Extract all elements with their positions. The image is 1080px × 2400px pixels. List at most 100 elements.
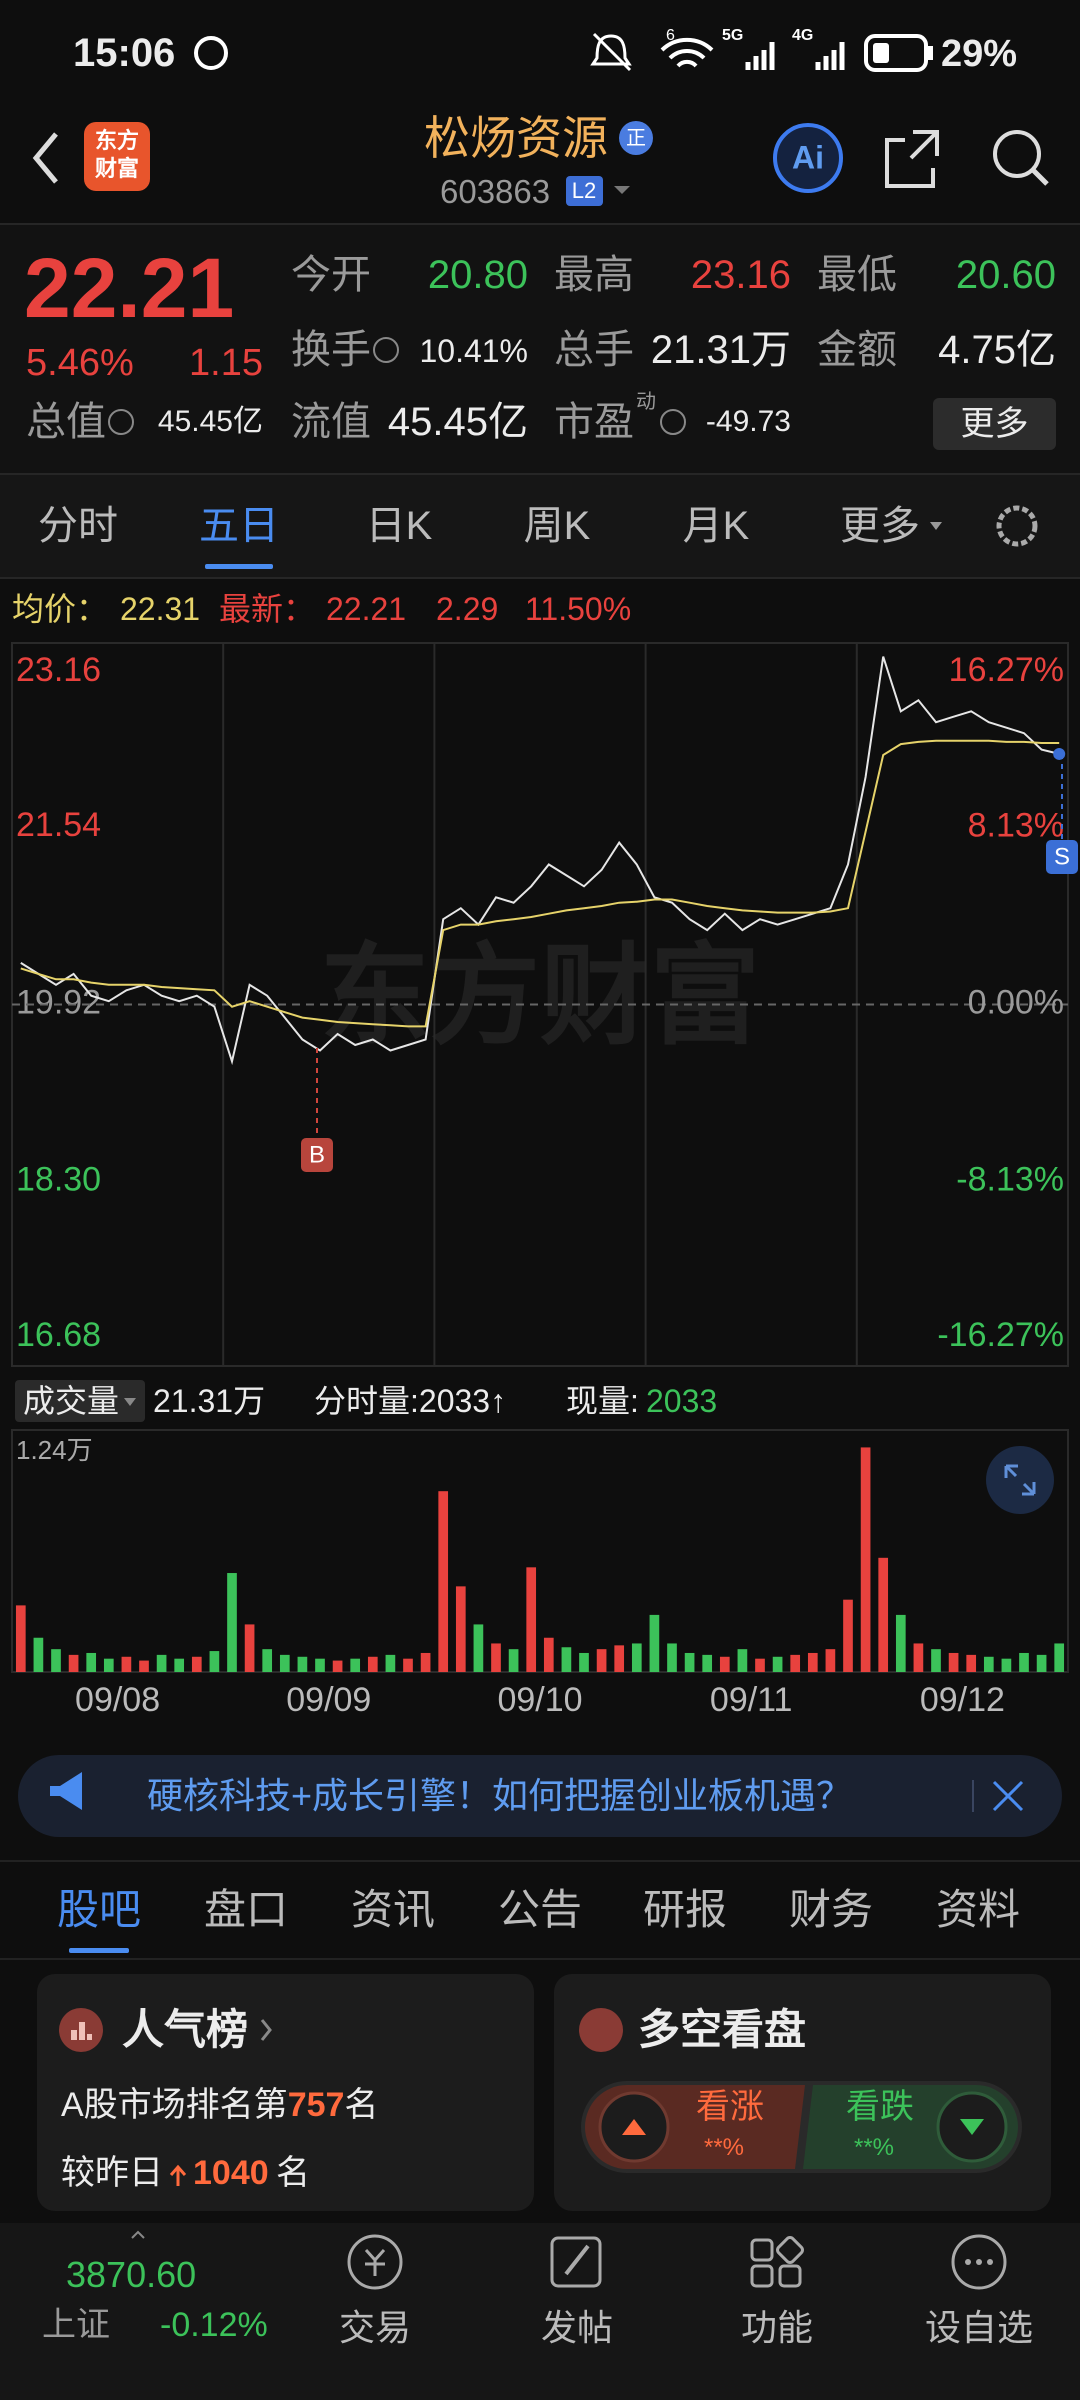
info-tab[interactable]: 公告 <box>497 1886 582 1933</box>
text: A股市场排名第 <box>61 2086 288 2124</box>
field-label: 总手 <box>554 328 634 372</box>
field-value: 23.16 <box>690 253 791 297</box>
volume-bar <box>139 1660 149 1672</box>
volume-bar <box>755 1658 765 1672</box>
y2-tick-label: -8.13% <box>956 1161 1064 1199</box>
chart-tab[interactable]: 五日 <box>199 504 279 548</box>
vs-icon <box>579 2008 623 2052</box>
volume-bar <box>209 1651 220 1672</box>
info-tab[interactable]: 资讯 <box>350 1886 435 1933</box>
up-triangle <box>622 2119 646 2135</box>
wifi-icon <box>660 37 714 68</box>
badge-text: 正 <box>626 127 646 149</box>
volume-bar <box>614 1645 625 1672</box>
field-value: 4.75亿 <box>938 328 1056 372</box>
index-change: -0.12% <box>160 2306 268 2344</box>
nav-item[interactable]: 设自选 <box>924 2307 1033 2348</box>
info-icon[interactable] <box>660 409 686 435</box>
search-icon[interactable] <box>993 130 1041 178</box>
field-value: 45.45亿 <box>387 400 528 444</box>
field-sup: 动 <box>636 391 656 413</box>
mute-icon <box>590 32 632 72</box>
tick-volume: 分时量:2033↑ <box>314 1383 507 1419</box>
chart-tab[interactable]: 月K <box>682 504 750 548</box>
volume-bar <box>561 1647 572 1672</box>
nav-item[interactable]: 功能 <box>740 2307 813 2348</box>
volume-bar <box>702 1654 713 1672</box>
share-icon[interactable] <box>885 130 939 188</box>
plot: 23.16 21.54 19.92 18.30 16.68 16.27% 8.13% 0.00… <box>12 643 1068 1719</box>
x-tick-label: 09/09 <box>286 1681 371 1719</box>
x-tick-label: 09/11 <box>710 1681 793 1719</box>
card-title: 多空看盘 <box>638 2006 807 2053</box>
clock: 15:06 <box>73 31 176 75</box>
chart-tab[interactable]: 分时 <box>38 504 118 548</box>
chart-tab[interactable]: 周K <box>523 504 591 548</box>
battery-text: 29% <box>941 33 1018 75</box>
x-tick-label: 09/10 <box>497 1681 582 1719</box>
volume-bar <box>526 1567 537 1672</box>
last-point <box>1053 747 1066 760</box>
volume-bar <box>279 1654 290 1672</box>
logo-text: 财富 <box>95 156 139 181</box>
y-tick-label: 18.30 <box>16 1161 101 1199</box>
avg-label: 均价： <box>12 591 109 627</box>
nav-item[interactable]: 发帖 <box>540 2307 613 2348</box>
caret <box>131 2230 145 2239</box>
volume-selector[interactable]: 成交量 <box>15 1380 145 1422</box>
info-icon[interactable] <box>373 337 399 363</box>
watermark: 东方财富 <box>320 935 760 1058</box>
back-icon[interactable] <box>32 132 58 184</box>
field-value: 21.31万 <box>650 328 791 372</box>
y-tick-label: 21.54 <box>16 806 101 844</box>
popularity-card[interactable] <box>37 1974 534 2211</box>
chevron <box>260 2019 272 2041</box>
expand-button[interactable] <box>986 1446 1054 1514</box>
bull-value: **% <box>704 2134 745 2161</box>
rank-change: 1040 <box>193 2154 269 2192</box>
info-tab[interactable]: 股吧 <box>56 1886 141 1933</box>
banner-text[interactable]: 硬核科技+成长引擎！如何把握创业板机遇？ <box>147 1775 853 1816</box>
y-tick-label: 19.92 <box>16 983 101 1021</box>
change-suffix: 名 <box>276 2154 310 2192</box>
last-label: 最新： <box>219 591 316 627</box>
info-icon[interactable] <box>108 409 134 435</box>
rank-glyph <box>71 2022 92 2040</box>
info-tab[interactable]: 资料 <box>935 1886 1020 1933</box>
volume-bar <box>156 1654 167 1672</box>
more-button[interactable]: 更多 <box>933 398 1056 450</box>
chart-tab[interactable]: 更多 <box>840 504 920 548</box>
info-tab[interactable]: 财务 <box>788 1886 873 1933</box>
volume-bar <box>649 1614 660 1672</box>
volume-bar <box>1036 1654 1047 1672</box>
volume-bar <box>1054 1643 1065 1672</box>
price-line <box>20 656 1060 1066</box>
close-icon[interactable] <box>992 1780 1024 1812</box>
battery-level <box>873 43 889 63</box>
badge <box>619 121 653 155</box>
info-tab[interactable]: 盘口 <box>203 1886 288 1933</box>
current-volume-label: 现量: <box>566 1383 639 1419</box>
volume-bar <box>807 1652 818 1672</box>
buy-marker <box>301 1138 333 1172</box>
y2-tick-label: -16.27% <box>937 1316 1064 1354</box>
up-arrow <box>169 2164 187 2186</box>
volume-bar <box>121 1656 132 1672</box>
nav-item[interactable]: 交易 <box>338 2307 411 2348</box>
chart-tab[interactable]: 日K <box>365 504 433 548</box>
index-value[interactable]: 3870.60 <box>66 2254 197 2295</box>
field-label: 最低 <box>817 253 897 297</box>
divider <box>0 1958 1080 1960</box>
price: 22.21 <box>24 241 235 335</box>
func-icon <box>776 2236 804 2264</box>
volume-bar <box>931 1649 941 1672</box>
field-value: 45.45亿 <box>157 405 263 438</box>
trade-icon <box>347 2234 403 2290</box>
info-tab[interactable]: 研报 <box>642 1886 727 1933</box>
volume-bar <box>860 1447 871 1672</box>
logo <box>84 122 150 191</box>
volume-bar <box>420 1652 431 1672</box>
volume-bar <box>508 1649 519 1672</box>
ai-button[interactable] <box>773 123 843 193</box>
